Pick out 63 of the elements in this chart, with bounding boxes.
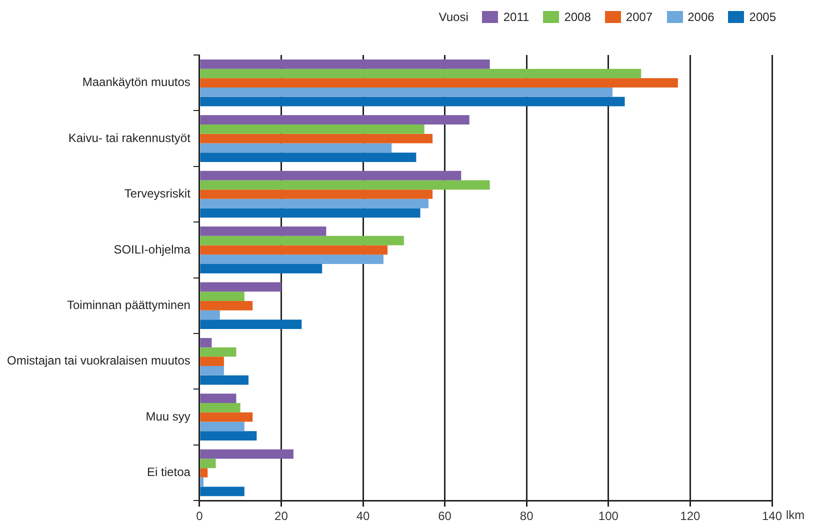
bar (200, 96, 625, 106)
x-tick-label: 80 (520, 509, 534, 524)
bar (200, 88, 612, 97)
x-tick-label: 140 (762, 509, 782, 524)
bar (200, 170, 462, 180)
y-tick-label: SOILI-ohjelma (114, 242, 191, 256)
legend-label: 2011 (503, 10, 530, 24)
bar (200, 143, 392, 153)
bar (200, 412, 253, 422)
x-tick-label: 40 (356, 509, 370, 524)
bar (200, 338, 212, 348)
bar (200, 68, 642, 78)
legend-label: 2008 (564, 10, 591, 24)
bar (200, 347, 236, 357)
bar (200, 468, 208, 478)
x-tick-label: 0 (196, 509, 204, 524)
bar (200, 320, 302, 330)
bar (200, 245, 388, 255)
bar (200, 486, 244, 496)
x-tick-label: 100 (598, 509, 619, 524)
bar (200, 356, 224, 366)
bar (200, 394, 236, 404)
x-tick-label: 120 (680, 509, 701, 524)
bar (200, 180, 490, 190)
y-tick-label: Muu syy (146, 409, 190, 424)
bar (200, 236, 404, 246)
bar (200, 198, 428, 208)
bar (200, 226, 326, 236)
bar (200, 190, 433, 199)
bar (200, 78, 678, 88)
legend-label: 2007 (626, 10, 653, 24)
bar (200, 375, 248, 385)
bar (200, 422, 244, 432)
bar (200, 292, 244, 301)
y-tick-label: Kaivu- tai rakennustyöt (68, 130, 192, 145)
bar (200, 124, 424, 134)
bar (200, 458, 216, 468)
legend-label: 2005 (749, 10, 776, 24)
bar (200, 403, 240, 412)
bar (200, 449, 294, 459)
bar (200, 134, 433, 144)
y-tick-label: Terveysriskit (124, 186, 192, 201)
bar (200, 115, 470, 125)
bar (200, 59, 490, 69)
bar (200, 264, 322, 274)
legend-title: Vuosi (438, 10, 468, 24)
bar (200, 208, 420, 218)
bar (200, 152, 416, 162)
x-tick-label: 20 (274, 509, 288, 524)
bar (200, 300, 253, 310)
y-tick-label: Omistajan tai vuokralaisen muutos (6, 354, 190, 368)
bar (200, 431, 257, 440)
y-tick-label: Toiminnan päättyminen (67, 298, 190, 312)
x-tick-label: 60 (438, 509, 452, 524)
bar (200, 282, 282, 292)
bar (200, 366, 224, 376)
bar (200, 477, 204, 487)
y-tick-label: Maankäytön muutos (82, 75, 190, 90)
y-tick-label: Ei tietoa (147, 465, 191, 480)
x-axis-title: lkm (786, 508, 805, 522)
bar (200, 254, 384, 264)
legend-label: 2006 (688, 10, 714, 24)
bar (200, 310, 220, 320)
